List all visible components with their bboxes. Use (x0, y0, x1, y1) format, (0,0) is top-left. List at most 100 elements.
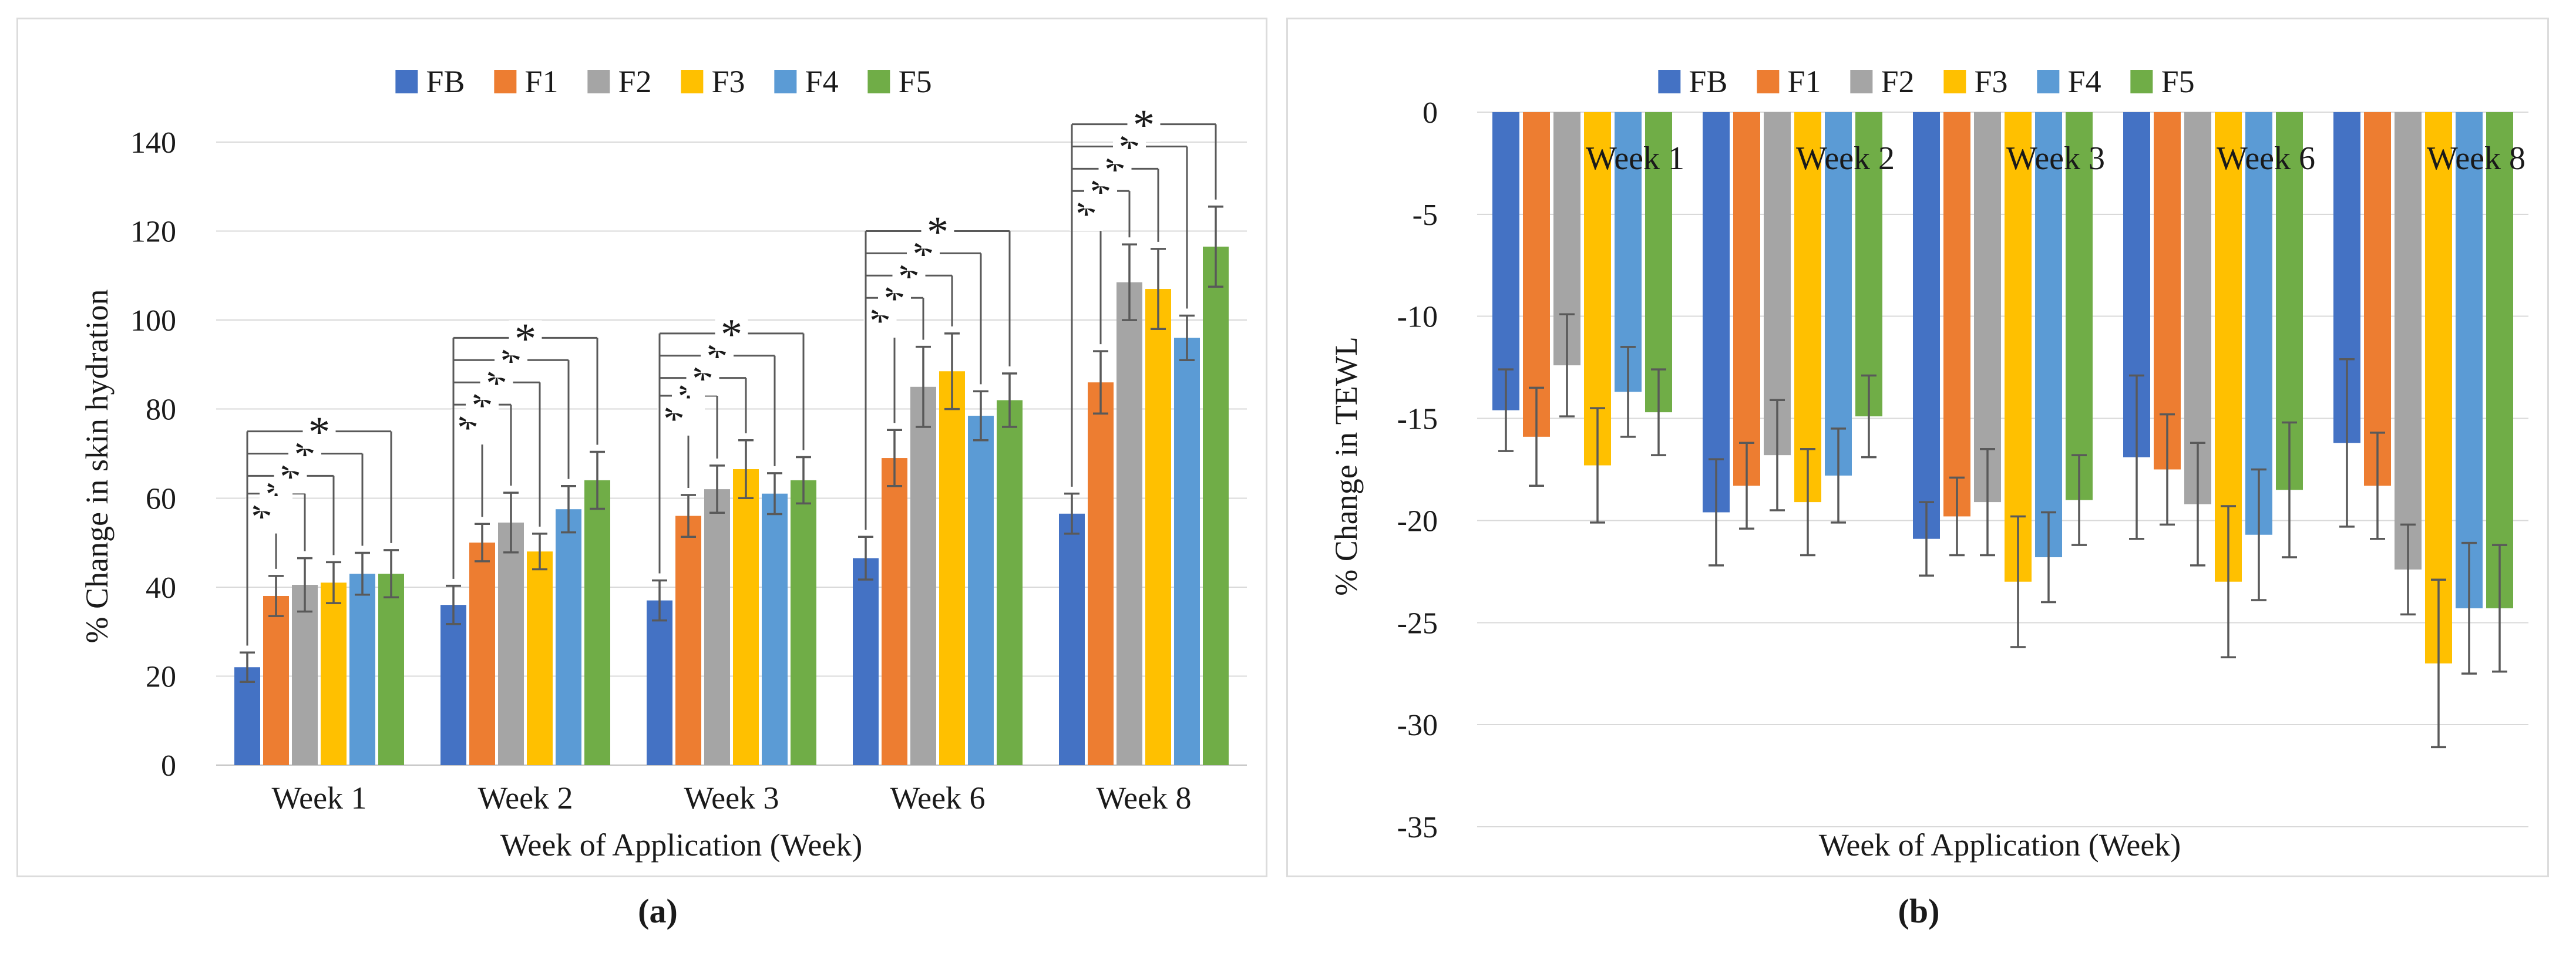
significance-bracket-hydration-5-FB-F5-label-bg (1127, 106, 1161, 142)
legend-label-F3: F3 (711, 64, 745, 99)
legend-swatch-F5 (867, 70, 890, 93)
y-tick-label-tewl--20: -20 (1397, 504, 1438, 538)
legend-label-F2: F2 (1881, 64, 1915, 99)
bar-tewl-F4-week-6 (2245, 112, 2272, 535)
bar-hydration-F2-week-8 (1117, 282, 1142, 766)
y-tick-label-hydration-80: 80 (146, 393, 176, 427)
bar-tewl-F3-week-8 (2425, 112, 2452, 664)
inside-group-label-tewl-2: Week 2 (1796, 140, 1895, 177)
y-tick-label-hydration-60: 60 (146, 482, 176, 516)
legend-item-F1: F1 (494, 66, 558, 97)
bar-hydration-F4-week-1 (349, 574, 375, 765)
legend-label-F4: F4 (2067, 64, 2101, 99)
category-label-hydration-5: Week 8 (1096, 780, 1191, 816)
bar-hydration-F1-week-2 (469, 543, 495, 765)
bar-hydration-F2-week-6 (910, 386, 936, 765)
legend-label-F4: F4 (805, 64, 839, 99)
legend-label-F1: F1 (524, 64, 559, 99)
legend-swatch-F2 (587, 70, 610, 93)
significance-asterisk-hydration-1-F5: * (308, 409, 330, 457)
legend-item-F3: F3 (1943, 64, 2008, 99)
y-tick-label-hydration-20: 20 (146, 660, 176, 693)
inside-group-label-tewl-3: Week 3 (2006, 140, 2105, 177)
significance-bracket-hydration-4-FB-F5-label-bg (921, 213, 954, 249)
bar-hydration-FB-week-8 (1059, 513, 1085, 765)
bar-tewl-F3-week-3 (2005, 112, 2032, 582)
legend-label-FB: FB (426, 64, 465, 99)
bar-tewl-F3-week-1 (1584, 112, 1611, 466)
y-tick-label-hydration-100: 100 (130, 304, 176, 338)
y-tick-label-hydration-40: 40 (146, 571, 176, 605)
y-axis-title-tewl: % Change in TEWL (1329, 336, 1364, 596)
bar-hydration-F2-week-3 (704, 489, 730, 765)
legend-item-F2: F2 (1850, 64, 1915, 99)
bar-hydration-F5-week-1 (378, 574, 404, 765)
bar-hydration-F5-week-6 (997, 400, 1023, 765)
bar-hydration-F4-week-8 (1174, 338, 1200, 765)
y-tick-label-tewl-0: 0 (1422, 96, 1438, 130)
significance-asterisk-hydration-5-F5: * (1133, 102, 1155, 150)
bar-hydration-F1-week-6 (882, 458, 907, 765)
bar-hydration-F1-week-3 (675, 516, 701, 765)
y-tick-label-tewl--5: -5 (1413, 198, 1438, 232)
bar-tewl-F3-week-6 (2215, 112, 2242, 582)
significance-asterisk-hydration-4-F5: * (927, 208, 949, 257)
bar-tewl-F1-week-2 (1733, 112, 1760, 486)
bar-tewl-F4-week-2 (1825, 112, 1852, 476)
y-axis-title-hydration: % Change in skin hydration (79, 289, 115, 644)
bar-hydration-F3-week-8 (1145, 289, 1171, 765)
legend-label-F3: F3 (1974, 64, 2008, 99)
bar-tewl-F2-week-2 (1764, 112, 1791, 456)
category-label-hydration-4: Week 6 (890, 780, 985, 816)
bar-hydration-F3-week-3 (733, 469, 759, 765)
legend-item-F2: F2 (587, 64, 652, 99)
legend-b: FB F1 F2 F3 F4 F5 (1658, 64, 2195, 99)
bar-tewl-FB-week-3 (1913, 112, 1940, 539)
bar-tewl-F2-week-6 (2184, 112, 2211, 504)
legend-swatch-FB (395, 70, 418, 93)
bar-hydration-F5-week-2 (584, 480, 610, 765)
significance-asterisk-hydration-2-F5: * (514, 315, 536, 363)
bar-tewl-F5-week-8 (2486, 112, 2513, 608)
inside-group-label-tewl-1: Week 1 (1586, 140, 1684, 177)
bar-hydration-F4-week-6 (968, 416, 994, 765)
y-tick-label-tewl--15: -15 (1397, 403, 1438, 436)
bar-tewl-FB-week-2 (1703, 112, 1730, 513)
legend-item-FB: FB (395, 66, 465, 97)
significance-asterisk-hydration-3-F5: * (721, 311, 742, 359)
category-label-hydration-3: Week 3 (684, 780, 779, 816)
legend-label-F5: F5 (2161, 64, 2195, 99)
bar-hydration-FB-week-1 (234, 667, 260, 765)
bar-hydration-F3-week-6 (939, 371, 965, 765)
bar-hydration-F3-week-1 (321, 582, 347, 765)
legend-swatch-F4 (2037, 70, 2060, 93)
legend-item-F1: F1 (1757, 66, 1821, 97)
bar-tewl-F1-week-1 (1523, 112, 1550, 437)
significance-bracket-hydration-1-FB-F5-label-bg (302, 413, 336, 449)
bar-tewl-F4-week-8 (2456, 112, 2483, 608)
legend-swatch-F1 (494, 70, 517, 93)
bar-hydration-F1-week-1 (263, 595, 289, 765)
inside-group-label-tewl-5: Week 8 (2427, 140, 2525, 177)
bar-tewl-FB-week-1 (1492, 112, 1519, 410)
legend-swatch-FB (1658, 70, 1681, 93)
y-tick-label-hydration-140: 140 (130, 126, 176, 160)
bar-hydration-FB-week-6 (853, 558, 879, 765)
bar-tewl-F1-week-3 (1943, 112, 1970, 517)
legend-swatch-F1 (1757, 70, 1780, 93)
bar-hydration-FB-week-2 (440, 605, 466, 765)
bar-tewl-F2-week-8 (2395, 112, 2422, 570)
x-axis-title-hydration: Week of Application (Week) (500, 827, 863, 863)
bar-tewl-F1-week-8 (2364, 112, 2391, 486)
bar-tewl-F5-week-1 (1645, 112, 1672, 413)
significance-bracket-hydration-3-FB-F5-label-bg (715, 315, 748, 351)
legend-label-F1: F1 (1787, 64, 1821, 99)
bar-hydration-FB-week-3 (647, 600, 672, 765)
y-tick-label-tewl--35: -35 (1397, 811, 1438, 844)
y-tick-label-hydration-120: 120 (130, 215, 176, 249)
significance-bracket-hydration-2-FB-F5-label-bg (509, 320, 542, 356)
caption-a: (a) (638, 892, 678, 930)
legend-label-F2: F2 (618, 64, 652, 99)
bar-hydration-F2-week-1 (292, 585, 318, 765)
